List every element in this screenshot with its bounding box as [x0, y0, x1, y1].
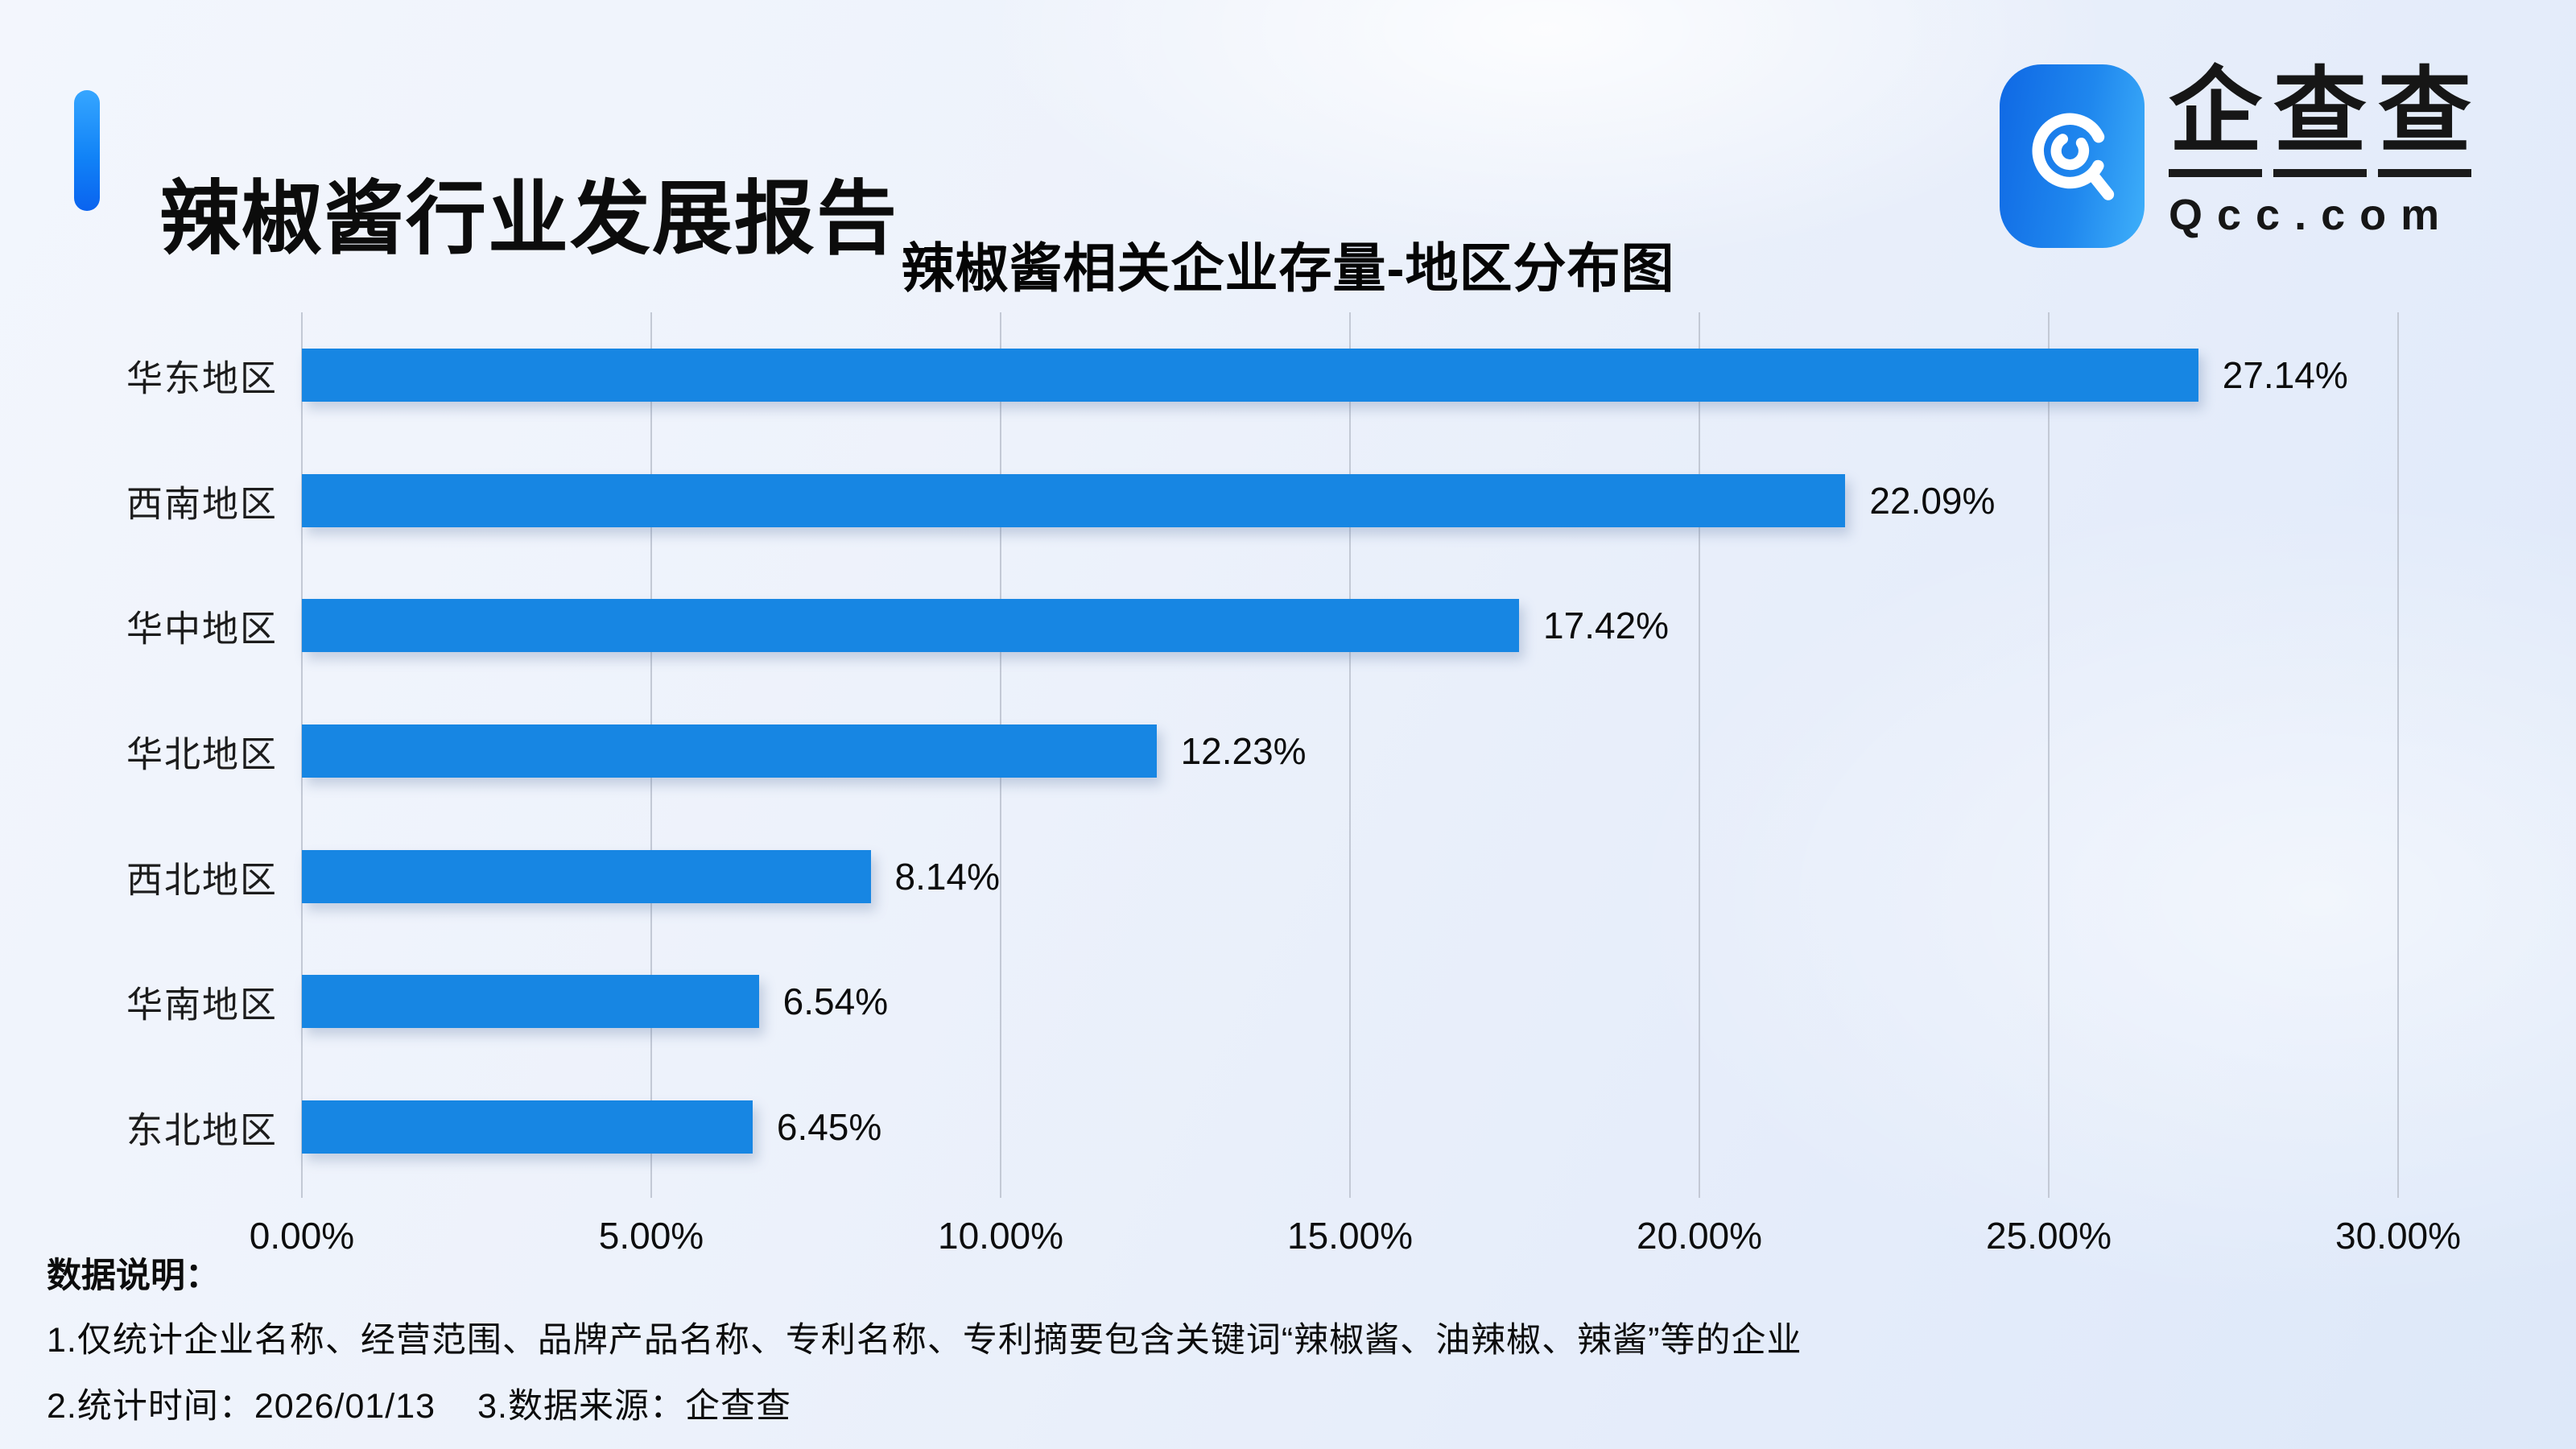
qcc-domain: Qcc.com [2169, 191, 2454, 239]
bar-value-label: 6.45% [776, 1106, 882, 1149]
x-axis-tick-label: 25.00% [1985, 1215, 2112, 1257]
bar-row: 西北地区 8.14% [126, 814, 2398, 939]
footnote-heading: 数据说明： [47, 1257, 220, 1295]
qcc-app-icon [2000, 64, 2145, 248]
gridline [2397, 312, 2399, 1198]
gridline [1349, 312, 1351, 1198]
bar-row: 西南地区 22.09% [126, 438, 2398, 564]
x-axis-tick-label: 5.00% [598, 1215, 704, 1257]
qcc-brand-name: 企查查 [2169, 64, 2471, 177]
bar-value-label: 8.14% [894, 855, 1000, 898]
category-label: 华南地区 [126, 984, 278, 1026]
qcc-magnifier-icon [2032, 113, 2115, 200]
x-axis-tick-label: 20.00% [1636, 1215, 1763, 1257]
bar-row: 华中地区 17.42% [126, 563, 2398, 688]
bar-value-label: 6.54% [782, 980, 889, 1023]
bar-row: 东北地区 6.45% [126, 1064, 2398, 1190]
bar-value-label: 27.14% [2222, 353, 2348, 396]
gridline [1699, 312, 1700, 1198]
footnote-stat-time: 2.统计时间：2026/01/13 [47, 1387, 436, 1426]
category-label: 华北地区 [126, 733, 278, 775]
bar-row: 华北地区 12.23% [126, 688, 2398, 814]
bar-value-label: 22.09% [1869, 479, 1996, 522]
plot-area: 0.00% 5.00% 10.00% 15.00% 20.00% 25.00% 30.00%… [126, 312, 2461, 1257]
category-label: 西南地区 [126, 483, 278, 525]
bar-row: 华南地区 6.54% [126, 939, 2398, 1065]
qcc-brand-char: 查 [2378, 64, 2471, 177]
title-accent-bar [74, 90, 100, 211]
bar-row: 华东地区 27.14% [126, 312, 2398, 438]
bar [302, 975, 759, 1029]
bar [302, 599, 1520, 653]
qcc-logo: 企查查 Qcc.com [2000, 64, 2471, 248]
qcc-brand-char: 企 [2169, 64, 2262, 177]
bar [302, 348, 2198, 402]
category-label: 东北地区 [126, 1109, 278, 1151]
bar-value-label: 17.42% [1543, 605, 1670, 647]
footnote-line2: 2.统计时间：2026/01/13 3.数据来源：企查查 [47, 1378, 791, 1428]
footnote-line1: 1.仅统计企业名称、经营范围、品牌产品名称、专利名称、专利摘要包含关键词“辣椒酱… [47, 1321, 1802, 1360]
category-label: 华中地区 [126, 608, 278, 650]
chart-title: 辣椒酱相关企业存量-地区分布图 [901, 238, 1675, 298]
qcc-brand-char: 查 [2273, 64, 2367, 177]
x-axis-tick-label: 10.00% [937, 1215, 1064, 1257]
gridline [2048, 312, 2050, 1198]
bar [302, 1100, 753, 1154]
bar [302, 473, 1846, 527]
x-axis-tick-label: 0.00% [249, 1215, 355, 1257]
footnote-data-source: 3.数据来源：企查查 [477, 1387, 791, 1426]
x-axis-tick-label: 30.00% [2334, 1215, 2462, 1257]
bar-value-label: 12.23% [1180, 729, 1307, 772]
page-title: 辣椒酱行业发展报告 [159, 174, 898, 264]
bar [302, 849, 871, 903]
bar [302, 724, 1157, 778]
category-label: 西北地区 [126, 859, 278, 901]
x-axis-tick-label: 15.00% [1286, 1215, 1414, 1257]
qcc-logo-text: 企查查 Qcc.com [2169, 64, 2471, 240]
category-label: 华东地区 [126, 357, 278, 399]
